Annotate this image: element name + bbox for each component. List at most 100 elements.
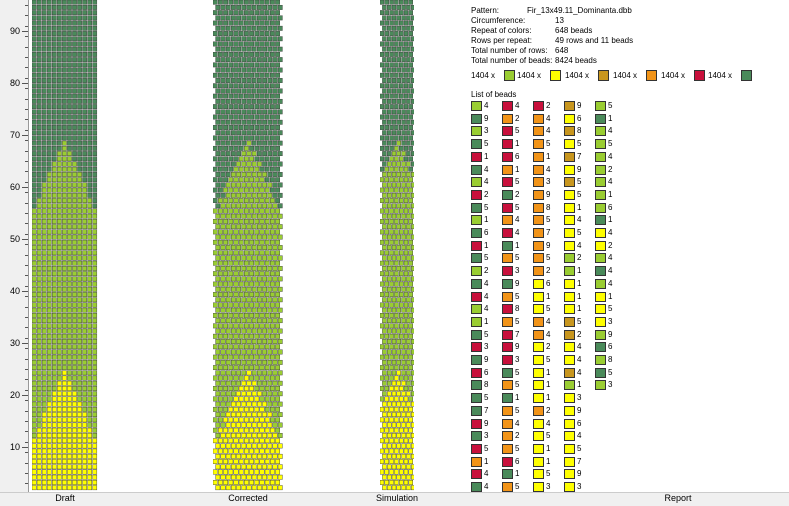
bead-cell bbox=[36, 406, 42, 412]
draft-canvas[interactable] bbox=[31, 0, 98, 492]
bead-cell bbox=[67, 448, 72, 454]
bead-list-entry: 6 bbox=[564, 113, 581, 124]
bead-cell bbox=[215, 15, 221, 21]
bead-cell bbox=[223, 208, 228, 214]
bead-cell bbox=[92, 422, 98, 428]
bead-cell bbox=[391, 307, 397, 313]
bead-list-entry: 8 bbox=[564, 126, 581, 137]
bead-cell bbox=[411, 453, 416, 459]
bead-cell bbox=[62, 281, 67, 287]
bead-cell bbox=[389, 438, 394, 444]
bead-cell bbox=[411, 224, 416, 230]
bead-cell bbox=[31, 302, 37, 308]
bead-cell bbox=[406, 328, 411, 334]
bead-cell bbox=[92, 41, 98, 47]
bead-cell bbox=[77, 109, 82, 115]
bead-cell bbox=[267, 339, 273, 344]
simulation-canvas[interactable] bbox=[379, 0, 416, 492]
bead-cell bbox=[67, 469, 72, 475]
bead-cell bbox=[238, 156, 244, 162]
bead-cell bbox=[403, 198, 409, 203]
bead-cell bbox=[249, 166, 255, 172]
bead-cell bbox=[36, 203, 42, 209]
bead-cell bbox=[251, 453, 257, 459]
ruler-minor-tick bbox=[25, 411, 28, 412]
bead-cell bbox=[67, 119, 72, 125]
bead-cell bbox=[272, 5, 278, 10]
bead-cell bbox=[259, 302, 265, 308]
bead-cell bbox=[246, 391, 252, 397]
bead-cell bbox=[46, 339, 52, 344]
ruler-label: 70 bbox=[10, 130, 21, 140]
bead-cell bbox=[67, 177, 72, 183]
bead-cell bbox=[270, 219, 275, 224]
bead-swatch bbox=[471, 469, 482, 480]
bead-cell bbox=[238, 104, 244, 110]
bead-cell bbox=[82, 354, 87, 360]
bead-cell bbox=[77, 78, 82, 83]
bead-cell bbox=[215, 328, 221, 334]
corrected-canvas[interactable] bbox=[212, 0, 283, 492]
bead-cell bbox=[399, 375, 404, 381]
bead-cell bbox=[217, 239, 223, 245]
bead-cell bbox=[259, 219, 265, 224]
bead-cell bbox=[241, 464, 247, 470]
bead-cell bbox=[396, 213, 401, 219]
ruler-label: 80 bbox=[10, 78, 21, 88]
bead-swatch bbox=[533, 431, 544, 442]
bead-cell bbox=[249, 72, 255, 78]
bead-cell bbox=[215, 78, 221, 83]
bead-cell bbox=[379, 187, 385, 193]
bead-cell bbox=[267, 380, 273, 386]
bead-cell bbox=[238, 438, 244, 444]
ruler-minor-tick bbox=[25, 255, 28, 256]
bead-cell bbox=[277, 213, 283, 219]
bead-cell bbox=[394, 125, 399, 130]
bead-cell bbox=[231, 433, 236, 438]
bead-cell bbox=[241, 67, 247, 73]
bead-count: 5 bbox=[515, 202, 520, 212]
bead-cell bbox=[67, 135, 72, 141]
bead-count: 1 bbox=[515, 469, 520, 479]
bead-list-entry: 1 bbox=[564, 278, 581, 289]
bead-cell bbox=[401, 224, 406, 230]
bead-count: 5 bbox=[484, 443, 489, 453]
bead-cell bbox=[249, 198, 255, 203]
bead-swatch bbox=[502, 202, 513, 213]
bead-cell bbox=[246, 266, 252, 271]
bead-cell bbox=[379, 417, 385, 423]
bead-cell bbox=[233, 52, 239, 57]
bead-cell bbox=[87, 276, 92, 282]
bead-cell bbox=[408, 459, 413, 464]
bead-cell bbox=[406, 276, 411, 282]
bead-cell bbox=[41, 104, 47, 110]
bead-cell bbox=[379, 145, 385, 151]
bead-cell bbox=[225, 203, 231, 209]
bead-count: 4 bbox=[608, 177, 613, 187]
bead-cell bbox=[57, 172, 62, 177]
bead-cell bbox=[399, 198, 404, 203]
bead-cell bbox=[411, 36, 416, 42]
bead-cell bbox=[254, 125, 260, 130]
bead-cell bbox=[389, 406, 394, 412]
bead-cell bbox=[31, 151, 37, 157]
bead-cell bbox=[62, 25, 67, 31]
bead-cell bbox=[408, 31, 413, 36]
bead-cell bbox=[217, 375, 223, 381]
bead-cell bbox=[67, 339, 72, 344]
bead-cell bbox=[82, 474, 87, 480]
bead-cell bbox=[391, 15, 397, 21]
bead-cell bbox=[406, 151, 411, 157]
ruler-major-tick bbox=[22, 291, 28, 292]
bead-cell bbox=[217, 114, 223, 120]
bead-cell bbox=[57, 401, 62, 407]
bead-cell bbox=[31, 203, 37, 209]
bead-cell bbox=[52, 46, 57, 52]
bead-list-entry: 5 bbox=[533, 431, 550, 442]
bead-cell bbox=[225, 328, 231, 334]
bead-cell bbox=[46, 208, 52, 214]
bead-cell bbox=[231, 412, 236, 418]
bead-cell bbox=[77, 266, 82, 271]
bead-cell bbox=[57, 62, 62, 68]
bead-cell bbox=[408, 156, 413, 162]
